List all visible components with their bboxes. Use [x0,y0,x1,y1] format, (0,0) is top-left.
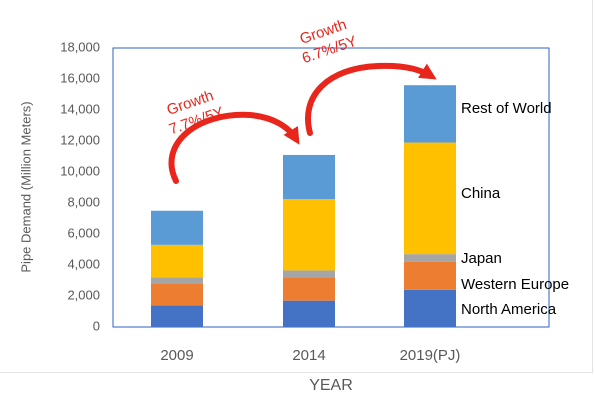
bar-segment [283,300,335,327]
frame-bottom-edge [0,372,593,373]
y-tick-label: 8,000 [67,194,100,209]
growth-arrow-2 [305,62,437,136]
bar-segment [151,244,203,278]
bar-segment [404,254,456,262]
y-axis-ticks: 0 2,000 4,000 6,000 8,000 10,000 12,000 14,000 1… [60,39,100,333]
bar-segment [151,277,203,284]
bar-segment [283,199,335,271]
growth-arrow-1 [168,111,300,184]
bar-segment [151,305,203,327]
bar-segment [151,210,203,245]
bar-segment [404,289,456,327]
series-label: Western Europe [461,276,569,293]
series-labels: North America Western Europe Japan China Res… [461,100,569,318]
y-tick-label: 12,000 [60,132,100,147]
bar-segment [283,270,335,278]
bar-segment [151,283,203,306]
y-tick-label: 6,000 [67,225,100,240]
series-label: Japan [461,250,502,267]
x-tick-label: 2009 [160,347,193,364]
series-label: North America [461,301,557,318]
bar-segment [404,261,456,290]
series-label: Rest of World [461,100,552,117]
bar-segment [283,154,335,200]
bar-stacks [151,85,456,327]
x-tick-label: 2014 [292,347,325,364]
y-tick-label: 16,000 [60,70,100,85]
y-axis-title: Pipe Demand (Million Meters) [18,101,33,272]
x-tick-label: 2019(PJ) [400,347,461,364]
x-axis-title: YEAR [309,377,353,394]
series-label: China [461,185,501,202]
bar-segment [404,85,456,143]
y-tick-label: 2,000 [67,287,100,302]
y-tick-label: 4,000 [67,256,100,271]
bar-segment [404,142,456,255]
y-tick-label: 0 [93,318,100,333]
growth-annotation-2: Growth 6.7%/5Y [298,16,359,67]
bar-segment [283,277,335,301]
frame-right-edge [592,0,593,372]
y-tick-label: 14,000 [60,101,100,116]
y-tick-label: 10,000 [60,163,100,178]
growth-annotation-1: Growth 7.7%/5Y [165,87,226,138]
x-axis-ticks: 2009 2014 2019(PJ) [160,347,460,364]
y-tick-label: 18,000 [60,39,100,54]
